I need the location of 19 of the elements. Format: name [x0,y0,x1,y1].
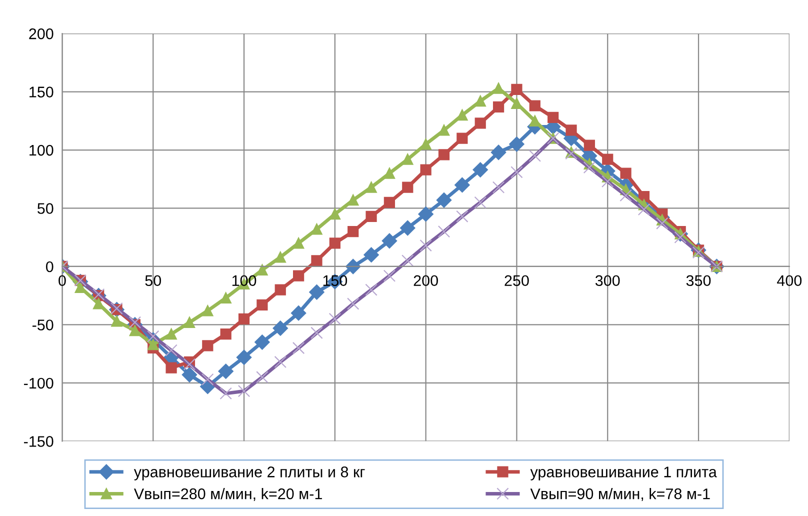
y-tick-label: 200 [29,28,54,40]
y-tick-label: 0 [46,261,54,272]
x-tick-label: 50 [145,275,162,286]
legend-label: уравновешивание 1 плита [530,466,717,480]
y-tick-label: 100 [30,144,54,156]
x-tick-label: 0 [58,275,66,286]
y-tick-label: -150 [24,436,54,447]
legend-label: уравновешивание 2 плиты и 8 кг [134,466,365,480]
legend-label: Vвып=280 м/мин, k=20 м-1 [134,488,322,502]
y-tick-label: -50 [32,320,54,330]
y-tick-label: -100 [24,378,54,389]
legend-label: Vвып=90 м/мин, k=78 м-1 [530,488,710,502]
y-tick-label: 50 [38,203,54,214]
x-tick-label: 400 [777,275,802,286]
y-tick-label: 150 [30,86,54,98]
x-tick-label: 350 [686,275,711,286]
x-tick-label: 200 [414,275,438,286]
x-tick-label: 250 [504,275,529,286]
x-tick-label: 300 [595,275,620,286]
